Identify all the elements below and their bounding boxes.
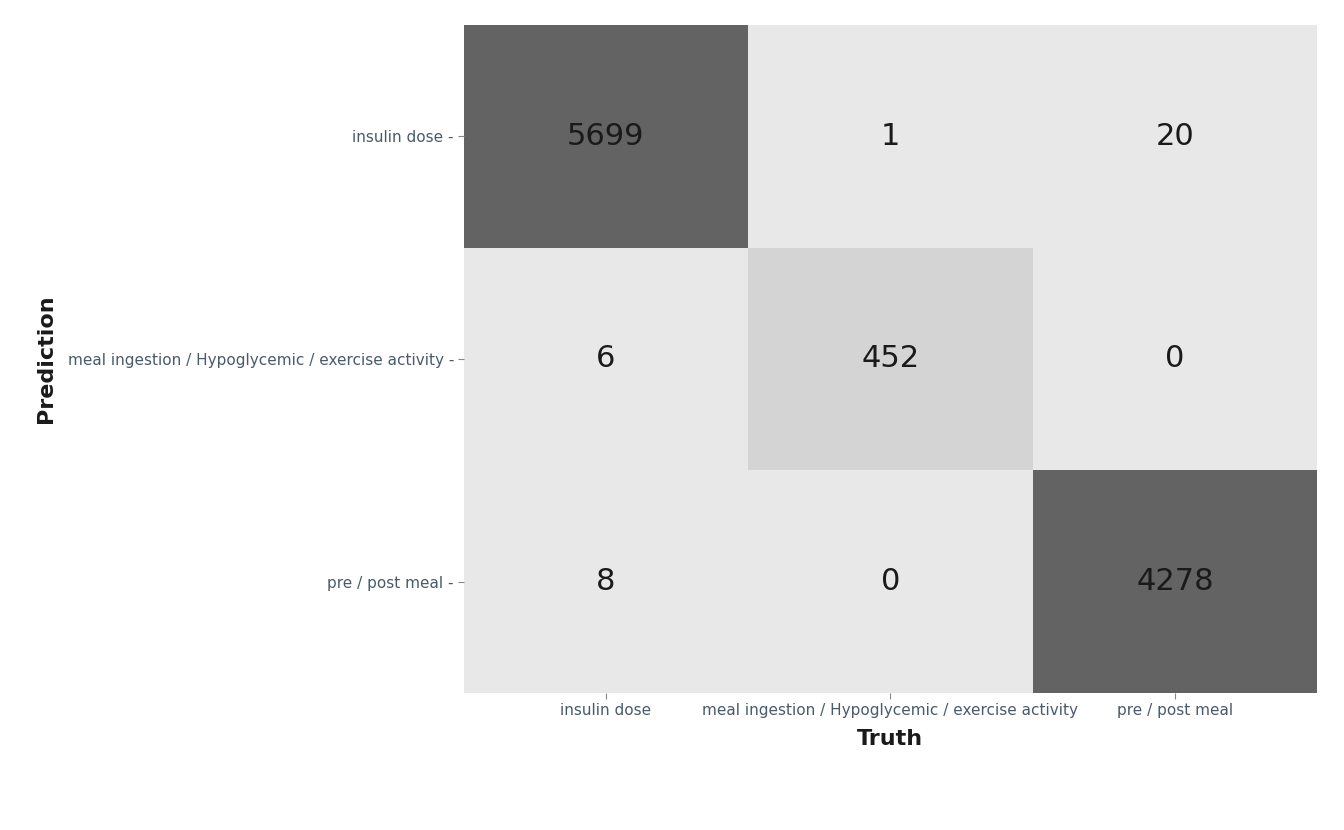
Text: 8: 8: [597, 567, 616, 596]
Text: 6: 6: [597, 344, 616, 374]
Bar: [464, 247, 749, 471]
Text: 4278: 4278: [1136, 567, 1214, 596]
Bar: [1032, 25, 1317, 247]
Bar: [464, 25, 749, 247]
X-axis label: Truth: Truth: [857, 729, 923, 749]
Bar: [1032, 471, 1317, 693]
Bar: [464, 471, 749, 693]
Text: 1: 1: [880, 122, 900, 151]
Text: 0: 0: [1165, 344, 1184, 374]
Text: 20: 20: [1156, 122, 1195, 151]
Text: 0: 0: [880, 567, 900, 596]
Text: 452: 452: [862, 344, 919, 374]
Bar: [1032, 247, 1317, 471]
Bar: [749, 247, 1032, 471]
Bar: [749, 25, 1032, 247]
Bar: [749, 471, 1032, 693]
Y-axis label: Prediction: Prediction: [36, 295, 56, 423]
Text: 5699: 5699: [567, 122, 645, 151]
